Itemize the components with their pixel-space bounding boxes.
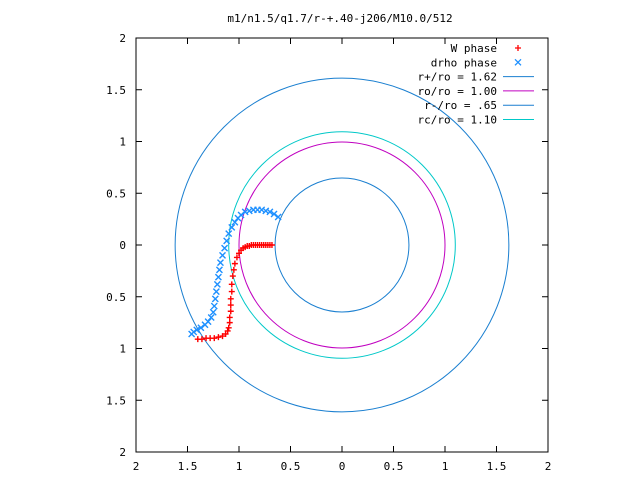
data-point xyxy=(230,266,237,273)
data-point xyxy=(219,333,226,340)
x-tick-label: 0.5 xyxy=(281,460,301,473)
circle-series xyxy=(238,141,446,349)
data-point xyxy=(274,213,282,221)
data-point xyxy=(229,273,236,280)
legend-marker xyxy=(514,58,522,66)
y-tick-label: 2 xyxy=(119,446,126,459)
data-point xyxy=(219,251,227,259)
data-point xyxy=(241,208,249,216)
data-point xyxy=(226,319,233,326)
x-tick-label: 1 xyxy=(442,460,449,473)
data-point xyxy=(231,260,238,267)
y-tick-label: 1.5 xyxy=(106,394,126,407)
point-series xyxy=(194,242,275,343)
data-point xyxy=(227,308,234,315)
data-point xyxy=(227,302,234,309)
legend-label: drho phase xyxy=(431,56,497,69)
data-point xyxy=(224,327,231,334)
y-tick-label: 1.5 xyxy=(106,84,126,97)
y-tick-label: 2 xyxy=(119,32,126,45)
data-point xyxy=(228,223,236,231)
data-point xyxy=(194,336,201,343)
y-tick-label: 1 xyxy=(119,343,126,356)
data-point xyxy=(193,326,201,334)
data-point xyxy=(188,330,196,338)
data-point xyxy=(228,288,235,295)
data-point xyxy=(212,288,220,296)
x-tick-label: 1.5 xyxy=(487,460,507,473)
data-point xyxy=(214,273,222,281)
data-point xyxy=(223,237,231,245)
data-point xyxy=(225,230,233,238)
data-point xyxy=(201,321,209,329)
data-point xyxy=(234,214,242,222)
legend-label: r-/ro = .65 xyxy=(424,99,497,112)
data-point xyxy=(221,244,229,252)
circle-series xyxy=(228,131,456,359)
data-point xyxy=(226,314,233,321)
legend-label: rc/ro = 1.10 xyxy=(418,114,497,127)
legend-label: ro/ro = 1.00 xyxy=(418,85,497,98)
data-point xyxy=(215,334,222,341)
point-series xyxy=(188,206,282,338)
data-point xyxy=(213,280,221,288)
data-point xyxy=(231,218,239,226)
data-point xyxy=(207,313,215,321)
legend-label: r+/ro = 1.62 xyxy=(418,71,497,84)
x-tick-label: 1 xyxy=(236,460,243,473)
data-point xyxy=(238,247,245,254)
x-tick-label: 2 xyxy=(545,460,552,473)
data-point xyxy=(211,295,219,303)
data-point xyxy=(215,266,223,274)
y-tick-label: 1 xyxy=(119,136,126,149)
data-point xyxy=(228,281,235,288)
data-point xyxy=(197,324,205,332)
data-point xyxy=(227,295,234,302)
legend-marker xyxy=(515,45,521,51)
y-tick-label: 0 xyxy=(119,239,126,252)
chart-title: m1/n1.5/q1.7/r-+.40-j206/M10.0/512 xyxy=(227,12,452,25)
data-point xyxy=(225,324,232,331)
y-tick-label: 0.5 xyxy=(106,291,126,304)
circle-series xyxy=(174,77,510,413)
data-point xyxy=(209,308,217,316)
data-point xyxy=(203,335,210,342)
data-point xyxy=(216,259,224,267)
data-point xyxy=(210,302,218,310)
x-tick-label: 1.5 xyxy=(178,460,198,473)
data-point xyxy=(236,250,242,257)
data-point xyxy=(233,254,240,261)
data-point xyxy=(222,331,229,338)
x-tick-label: 0.5 xyxy=(384,460,404,473)
x-tick-label: 2 xyxy=(133,460,140,473)
legend-label: W phase xyxy=(451,42,497,55)
circle-series xyxy=(274,177,410,313)
y-tick-label: 0.5 xyxy=(106,187,126,200)
data-point xyxy=(270,210,278,218)
x-tick-label: 0 xyxy=(339,460,346,473)
